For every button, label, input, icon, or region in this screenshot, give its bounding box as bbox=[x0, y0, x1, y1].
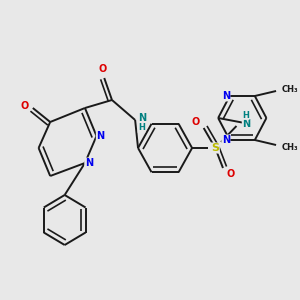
Text: H: H bbox=[138, 124, 145, 133]
Text: CH₃: CH₃ bbox=[282, 142, 298, 152]
Text: H: H bbox=[242, 110, 249, 119]
Text: N: N bbox=[138, 113, 146, 123]
Text: S: S bbox=[211, 143, 219, 153]
Text: O: O bbox=[226, 169, 235, 179]
Text: N: N bbox=[85, 158, 93, 168]
Text: N: N bbox=[242, 119, 250, 129]
Text: O: O bbox=[192, 117, 200, 127]
Text: O: O bbox=[21, 101, 29, 111]
Text: N: N bbox=[96, 131, 104, 141]
Text: O: O bbox=[98, 64, 106, 74]
Text: N: N bbox=[222, 135, 230, 145]
Text: CH₃: CH₃ bbox=[282, 85, 298, 94]
Text: N: N bbox=[222, 91, 230, 101]
